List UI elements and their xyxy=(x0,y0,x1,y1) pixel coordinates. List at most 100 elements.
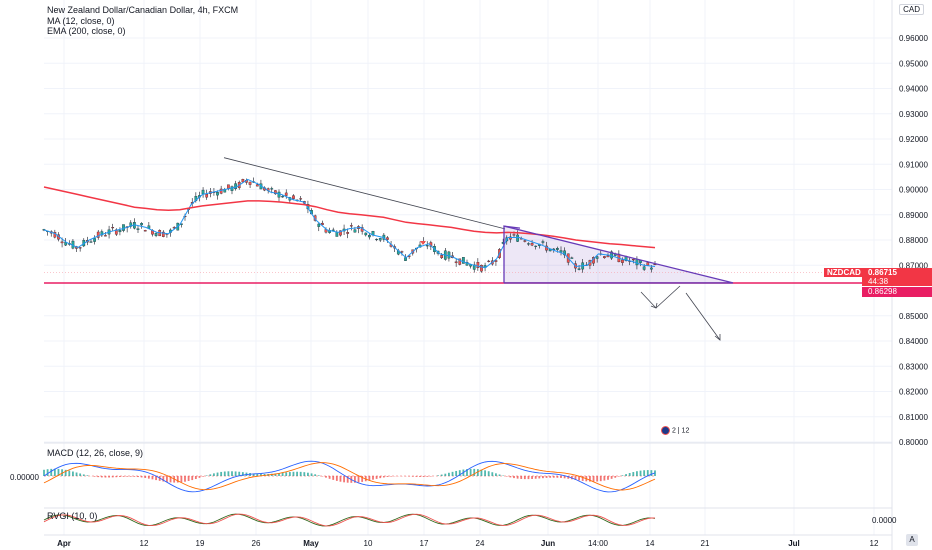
candle-body xyxy=(534,245,538,247)
candle-body xyxy=(425,245,429,247)
candle-body xyxy=(255,184,259,187)
ema-legend: EMA (200, close, 0) xyxy=(47,26,126,36)
macd-histogram-bar xyxy=(354,476,356,483)
macd-histogram-bar xyxy=(516,476,519,479)
macd-histogram-bar xyxy=(140,476,143,478)
candle-body xyxy=(321,222,324,226)
chart-title: New Zealand Dollar/Canadian Dollar, 4h, … xyxy=(47,5,239,15)
macd-histogram-bar xyxy=(505,476,508,477)
macd-histogram-bar xyxy=(115,476,118,478)
macd-histogram-bar xyxy=(581,476,584,481)
macd-histogram-bar xyxy=(448,472,450,476)
candle-body xyxy=(512,234,516,236)
economic-events-marker[interactable]: 2 | 12 xyxy=(661,426,689,435)
macd-histogram-bar xyxy=(202,476,204,477)
macd-histogram-bar xyxy=(408,476,411,477)
macd-histogram-bar xyxy=(288,472,291,476)
macd-histogram-bar xyxy=(628,473,631,476)
macd-histogram-bar xyxy=(220,471,223,476)
macd-histogram-bar xyxy=(437,475,439,476)
candle-body xyxy=(353,229,357,233)
macd-histogram-bar xyxy=(285,472,288,476)
candle-body xyxy=(400,251,404,253)
macd-histogram-bar xyxy=(184,476,186,482)
macd-histogram-bar xyxy=(328,476,331,479)
candle-body xyxy=(339,230,342,236)
candle-body xyxy=(559,250,563,253)
candle-body xyxy=(201,189,205,195)
candle-body xyxy=(346,232,350,234)
y-tick-label: 0.93000 xyxy=(899,110,928,119)
macd-histogram-bar xyxy=(260,473,262,476)
candle-body xyxy=(462,257,465,264)
signal-marker xyxy=(420,241,426,245)
macd-histogram-bar xyxy=(368,476,371,481)
currency-badge[interactable]: CAD xyxy=(899,4,924,15)
candle-body xyxy=(563,250,566,256)
candle-body xyxy=(270,188,274,190)
candle-body xyxy=(122,224,125,231)
candle-body xyxy=(476,261,480,269)
macd-histogram-bar xyxy=(343,476,345,483)
macd-histogram-bar xyxy=(205,475,208,476)
macd-zero-label: 0.00000 xyxy=(10,473,39,482)
y-tick-label: 0.83000 xyxy=(899,362,928,371)
macd-histogram-bar xyxy=(296,471,298,476)
candle-body xyxy=(516,234,519,242)
candle-body xyxy=(480,264,483,272)
candle-body xyxy=(527,243,530,245)
macd-line xyxy=(43,460,656,493)
macd-histogram-bar xyxy=(473,468,476,476)
candle-body xyxy=(161,231,165,237)
candle-body xyxy=(335,232,339,237)
macd-histogram-bar xyxy=(556,476,559,478)
level-price-tag: 0.86298 xyxy=(862,287,932,297)
macd-histogram-bar xyxy=(382,476,385,478)
macd-histogram-bar xyxy=(209,474,212,476)
candle-body xyxy=(603,256,606,259)
candle-body xyxy=(89,241,93,243)
candle-body xyxy=(317,223,321,227)
macd-histogram-bar xyxy=(636,471,638,476)
macd-histogram-bar xyxy=(589,476,591,482)
candle-body xyxy=(509,236,512,240)
macd-histogram-bar xyxy=(484,470,486,476)
macd-histogram-bar xyxy=(317,475,320,476)
ma-legend: MA (12, close, 0) xyxy=(47,16,115,26)
macd-histogram-bar xyxy=(97,476,100,478)
macd-histogram-bar xyxy=(187,476,190,481)
macd-histogram-bar xyxy=(314,474,317,476)
y-tick-label: 0.89000 xyxy=(899,211,928,220)
macd-histogram-bar xyxy=(307,472,309,476)
chart-drawings[interactable] xyxy=(44,157,892,341)
macd-histogram-bar xyxy=(549,476,552,478)
macd-histogram-bar xyxy=(422,476,425,477)
candle-body xyxy=(364,232,368,236)
macd-histogram-bar xyxy=(538,476,541,479)
x-tick-label: 21 xyxy=(701,539,710,548)
arrowhead xyxy=(650,302,658,309)
macd-histogram-bar xyxy=(281,472,284,476)
macd-label: MACD (12, 26, close, 9) xyxy=(47,448,144,458)
candle-body xyxy=(292,195,295,199)
macd-histogram-bar xyxy=(194,476,197,480)
candle-body xyxy=(378,238,382,241)
candle-body xyxy=(96,231,100,238)
macd-histogram-bar xyxy=(332,476,335,480)
macd-histogram-bar xyxy=(53,468,56,476)
flag-icon xyxy=(661,426,670,435)
auto-scale-button[interactable]: A xyxy=(906,534,918,546)
x-tick-label: May xyxy=(303,539,319,548)
macd-histogram-bar xyxy=(223,471,226,476)
macd-histogram-bar xyxy=(592,476,595,482)
candle-body xyxy=(650,267,653,270)
macd-histogram-bar xyxy=(126,476,129,477)
macd-histogram-bar xyxy=(632,472,635,476)
macd-histogram-bar xyxy=(523,476,526,480)
y-tick-label: 0.84000 xyxy=(899,337,928,346)
macd-histogram-bar xyxy=(72,471,74,476)
macd-histogram-bar xyxy=(166,476,168,483)
macd-histogram-bar xyxy=(372,476,374,480)
macd-histogram-bar xyxy=(426,476,429,477)
